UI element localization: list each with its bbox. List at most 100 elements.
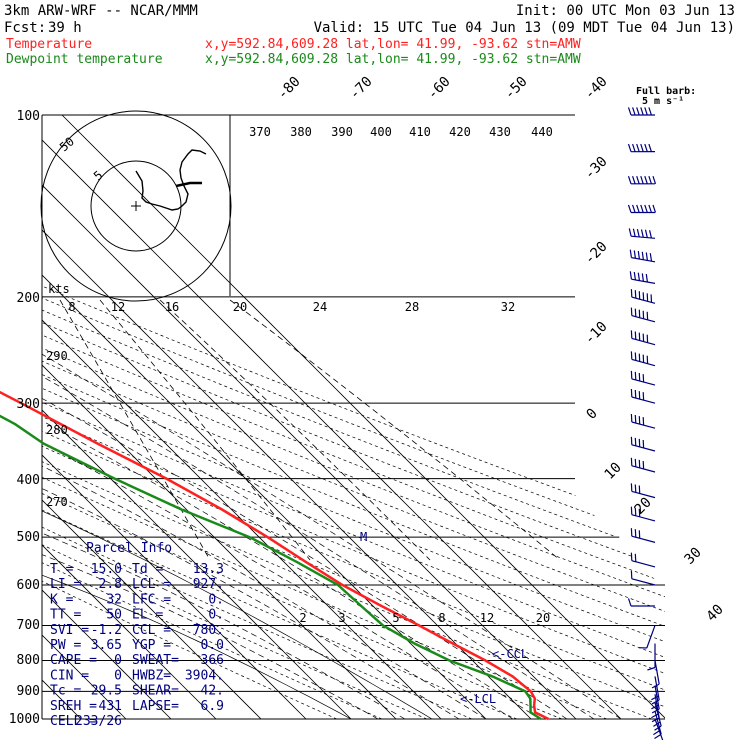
hodo-speed-tick: 8 <box>68 300 75 314</box>
parcel-info-title: Parcel Info <box>86 541 172 556</box>
barb-flag <box>634 484 637 493</box>
dry-adiabat <box>42 115 665 719</box>
barb-flag <box>648 176 652 184</box>
barb-flag <box>629 271 632 280</box>
sounding-point <box>96 442 99 445</box>
barb-flag <box>644 229 648 238</box>
speed-curve <box>159 299 431 561</box>
dry-adiabat <box>42 115 665 719</box>
barb-flag <box>634 437 637 446</box>
temperature-line <box>0 390 550 721</box>
wind-barb <box>630 570 656 586</box>
pressure-tick-label: 500 <box>17 530 40 545</box>
hodo-speed-tick: 32 <box>501 300 515 314</box>
parcel-info-cell: 0. <box>208 592 224 607</box>
barb-flag <box>632 143 636 152</box>
sounding-point <box>448 659 451 662</box>
theta-side-labels: 290 280 270 <box>46 349 68 509</box>
pressure-tick-label: 600 <box>17 578 40 593</box>
sounding-point <box>266 536 269 538</box>
mixing-ratio-label: 20 <box>536 611 550 625</box>
hodo-speed-tick: 12 <box>111 300 125 314</box>
wind-barb <box>647 643 656 671</box>
barb-legend: Full barb: 5 m s⁻¹ <box>636 86 696 107</box>
barb-flag <box>640 107 644 116</box>
parcel-info-cell: LFC = <box>132 592 171 607</box>
parcel-info-cell: 13.3 <box>193 562 224 577</box>
sounding-point <box>529 697 532 700</box>
isotherm-label: 20 <box>632 495 655 518</box>
barb-flag <box>632 176 636 184</box>
moist-adiabat <box>42 296 487 719</box>
pressure-tick-label: 700 <box>17 618 40 633</box>
dry-adiabat <box>42 115 665 719</box>
barb-flag <box>647 666 656 671</box>
wind-barb <box>630 483 656 499</box>
barb-staff <box>631 560 656 568</box>
parcel-info-cell: LAPSE= <box>132 699 179 714</box>
sounding-point <box>534 697 536 700</box>
barb-flag <box>641 251 644 260</box>
sounding-point <box>42 442 45 445</box>
parcel-info-cell: 431 <box>99 699 122 714</box>
wind-barb <box>629 271 656 284</box>
lcl-marker: <-LCL <box>460 692 496 706</box>
dry-adiabat <box>42 115 652 719</box>
barb-staff <box>631 578 656 586</box>
wind-barb <box>630 351 656 367</box>
parcel-info-cell: HWBZ= <box>132 668 171 683</box>
isotherm-label: 30 <box>682 545 705 568</box>
parcel-info-cell: SVI = <box>50 623 89 638</box>
barb-flag <box>651 713 659 719</box>
parcel-info-cell: -1.2 <box>91 623 122 638</box>
barb-flag <box>636 228 640 238</box>
parcel-info-cell: CIN = <box>50 668 89 683</box>
wind-barb <box>630 388 656 404</box>
barb-flag <box>627 143 632 152</box>
sounding-point <box>534 711 536 714</box>
parcel-info-cell: EL = <box>132 608 163 623</box>
wind-barb <box>630 330 656 346</box>
isotherm-line <box>42 115 262 719</box>
sounding-point <box>529 704 532 707</box>
isotherm-label: -50 <box>502 74 531 103</box>
parcel-info-cell: 50 <box>106 608 122 623</box>
dry-adiabat <box>42 115 607 719</box>
barb-staff <box>631 535 656 543</box>
barb-flag <box>634 529 637 538</box>
theta-e-label: 410 <box>409 125 431 139</box>
sounding-point <box>305 561 308 563</box>
hodo-ring-label: 50 <box>57 134 77 154</box>
sounding-point <box>20 402 23 405</box>
dry-adiabat <box>42 115 665 719</box>
hodo-speed-unit: kts <box>48 282 70 296</box>
parcel-info-cell: YGP = <box>132 638 171 653</box>
mixing-ratio-labels: 2 3 5 8 12 20 <box>299 611 550 625</box>
barb-flag <box>654 733 662 740</box>
wind-barb <box>627 204 657 214</box>
isotherm-line <box>42 115 172 719</box>
parcel-info-cell: PW = <box>50 638 81 653</box>
barb-flag <box>637 272 640 281</box>
moist-adiabat <box>42 296 514 719</box>
hodo-speed-tick: 28 <box>405 300 419 314</box>
parcel-info-cell: CCL = <box>132 623 171 638</box>
hodo-speed-tick: 16 <box>165 300 179 314</box>
model-name: 3km ARW-WRF -- NCAR/MMM <box>4 3 198 19</box>
mixing-ratio-label: 2 <box>299 611 306 625</box>
hodo-speed-tick: 20 <box>233 300 247 314</box>
parcel-info-cell: 780. <box>193 623 224 638</box>
moist-adiabat <box>0 297 740 719</box>
isotherm-label: 40 <box>704 602 727 625</box>
barb-flag <box>636 176 640 184</box>
sounding-point <box>524 690 527 693</box>
theta-e-label: 420 <box>449 125 471 139</box>
wind-barb <box>628 228 656 239</box>
wind-barb <box>627 107 655 116</box>
wind-barb <box>629 249 656 263</box>
mixing-ratio-label: 5 <box>392 611 399 625</box>
barb-flag <box>644 107 648 116</box>
theta-e-label: 370 <box>249 125 271 139</box>
parcel-info-cell: K = <box>50 592 74 607</box>
